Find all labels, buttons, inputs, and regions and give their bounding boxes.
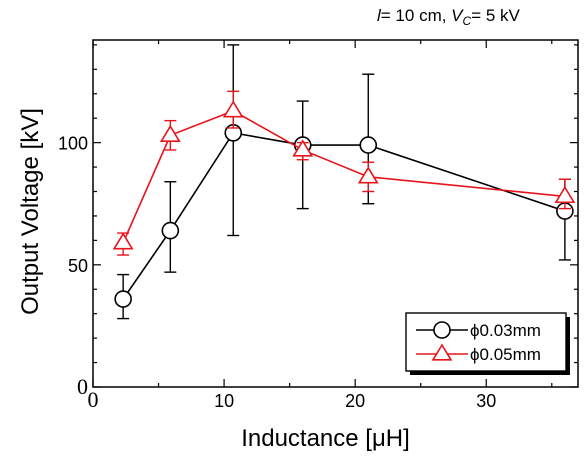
legend-label: ϕ0.03mm (470, 321, 541, 340)
data-point-triangle (159, 124, 181, 142)
x-tick-label: 10 (214, 391, 234, 411)
y-tick-label: 50 (68, 256, 88, 276)
x-tick-label: 0 (88, 387, 99, 412)
plot-frame (92, 39, 579, 388)
voltage-subscript: C (462, 14, 472, 28)
length-symbol: l (377, 6, 381, 25)
data-point-triangle (222, 100, 244, 118)
data-point-circle (161, 221, 180, 240)
length-value: = 10 cm, (380, 6, 452, 25)
x-axis-label: Inductance [μH] (241, 425, 410, 452)
plot-area: 0 10 20 30 0 50 100 Inductance [μH] Output Volta… (17, 39, 579, 452)
data-point-triangle (357, 166, 379, 184)
data-point-circle (359, 136, 378, 154)
series-line-2 (122, 109, 565, 244)
x-tick-label: 30 (476, 391, 496, 411)
data-point-triangle (292, 139, 314, 157)
legend-label: ϕ0.05mm (470, 345, 541, 364)
series-line-1 (122, 131, 566, 300)
y-tick-label: 0 (77, 374, 88, 399)
data-point-circle (114, 290, 132, 308)
legend-box (405, 312, 567, 372)
data-point-triangle (554, 185, 576, 204)
legend-marker-triangle (431, 343, 453, 361)
data-point-triangle (112, 232, 134, 250)
voltage-symbol: V (451, 6, 463, 25)
condition-annotation: l= 10 cm, VC= 5 kV (377, 6, 520, 28)
y-axis-label: Output Voltage [kV] (17, 108, 44, 315)
x-tick-label: 20 (345, 391, 365, 411)
y-tick-label: 100 (58, 134, 88, 154)
legend-marker-circle (433, 321, 451, 339)
voltage-value: = 5 kV (471, 6, 520, 25)
